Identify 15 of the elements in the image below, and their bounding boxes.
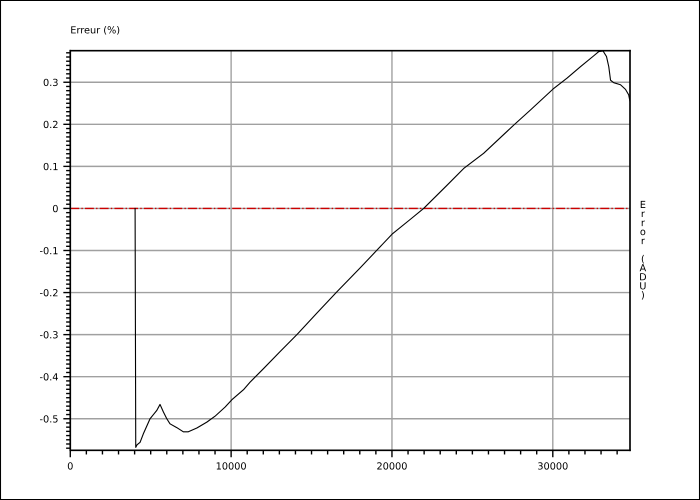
y-tick-label: 0.3 bbox=[44, 78, 58, 86]
y-tick-label: -0.1 bbox=[40, 246, 58, 254]
y-tick-label: -0.2 bbox=[40, 289, 58, 296]
y-tick-label: -0.4 bbox=[40, 373, 58, 381]
y-tick-label: 0 bbox=[52, 204, 58, 212]
y-tick-label: 0.1 bbox=[44, 162, 58, 170]
text: Error (ADU) bbox=[640, 200, 646, 300]
x-tick-label: 10000 bbox=[216, 462, 246, 470]
x-tick-label: 0 bbox=[68, 462, 73, 470]
y-tick-label: 0.2 bbox=[44, 120, 58, 128]
x-tick-label: 20000 bbox=[377, 462, 407, 470]
y-axis-title: Erreur (%) bbox=[71, 26, 120, 35]
y-tick-label: -0.5 bbox=[40, 415, 58, 423]
y-tick-label: -0.3 bbox=[40, 331, 58, 338]
x-tick-label: 30000 bbox=[538, 462, 568, 470]
